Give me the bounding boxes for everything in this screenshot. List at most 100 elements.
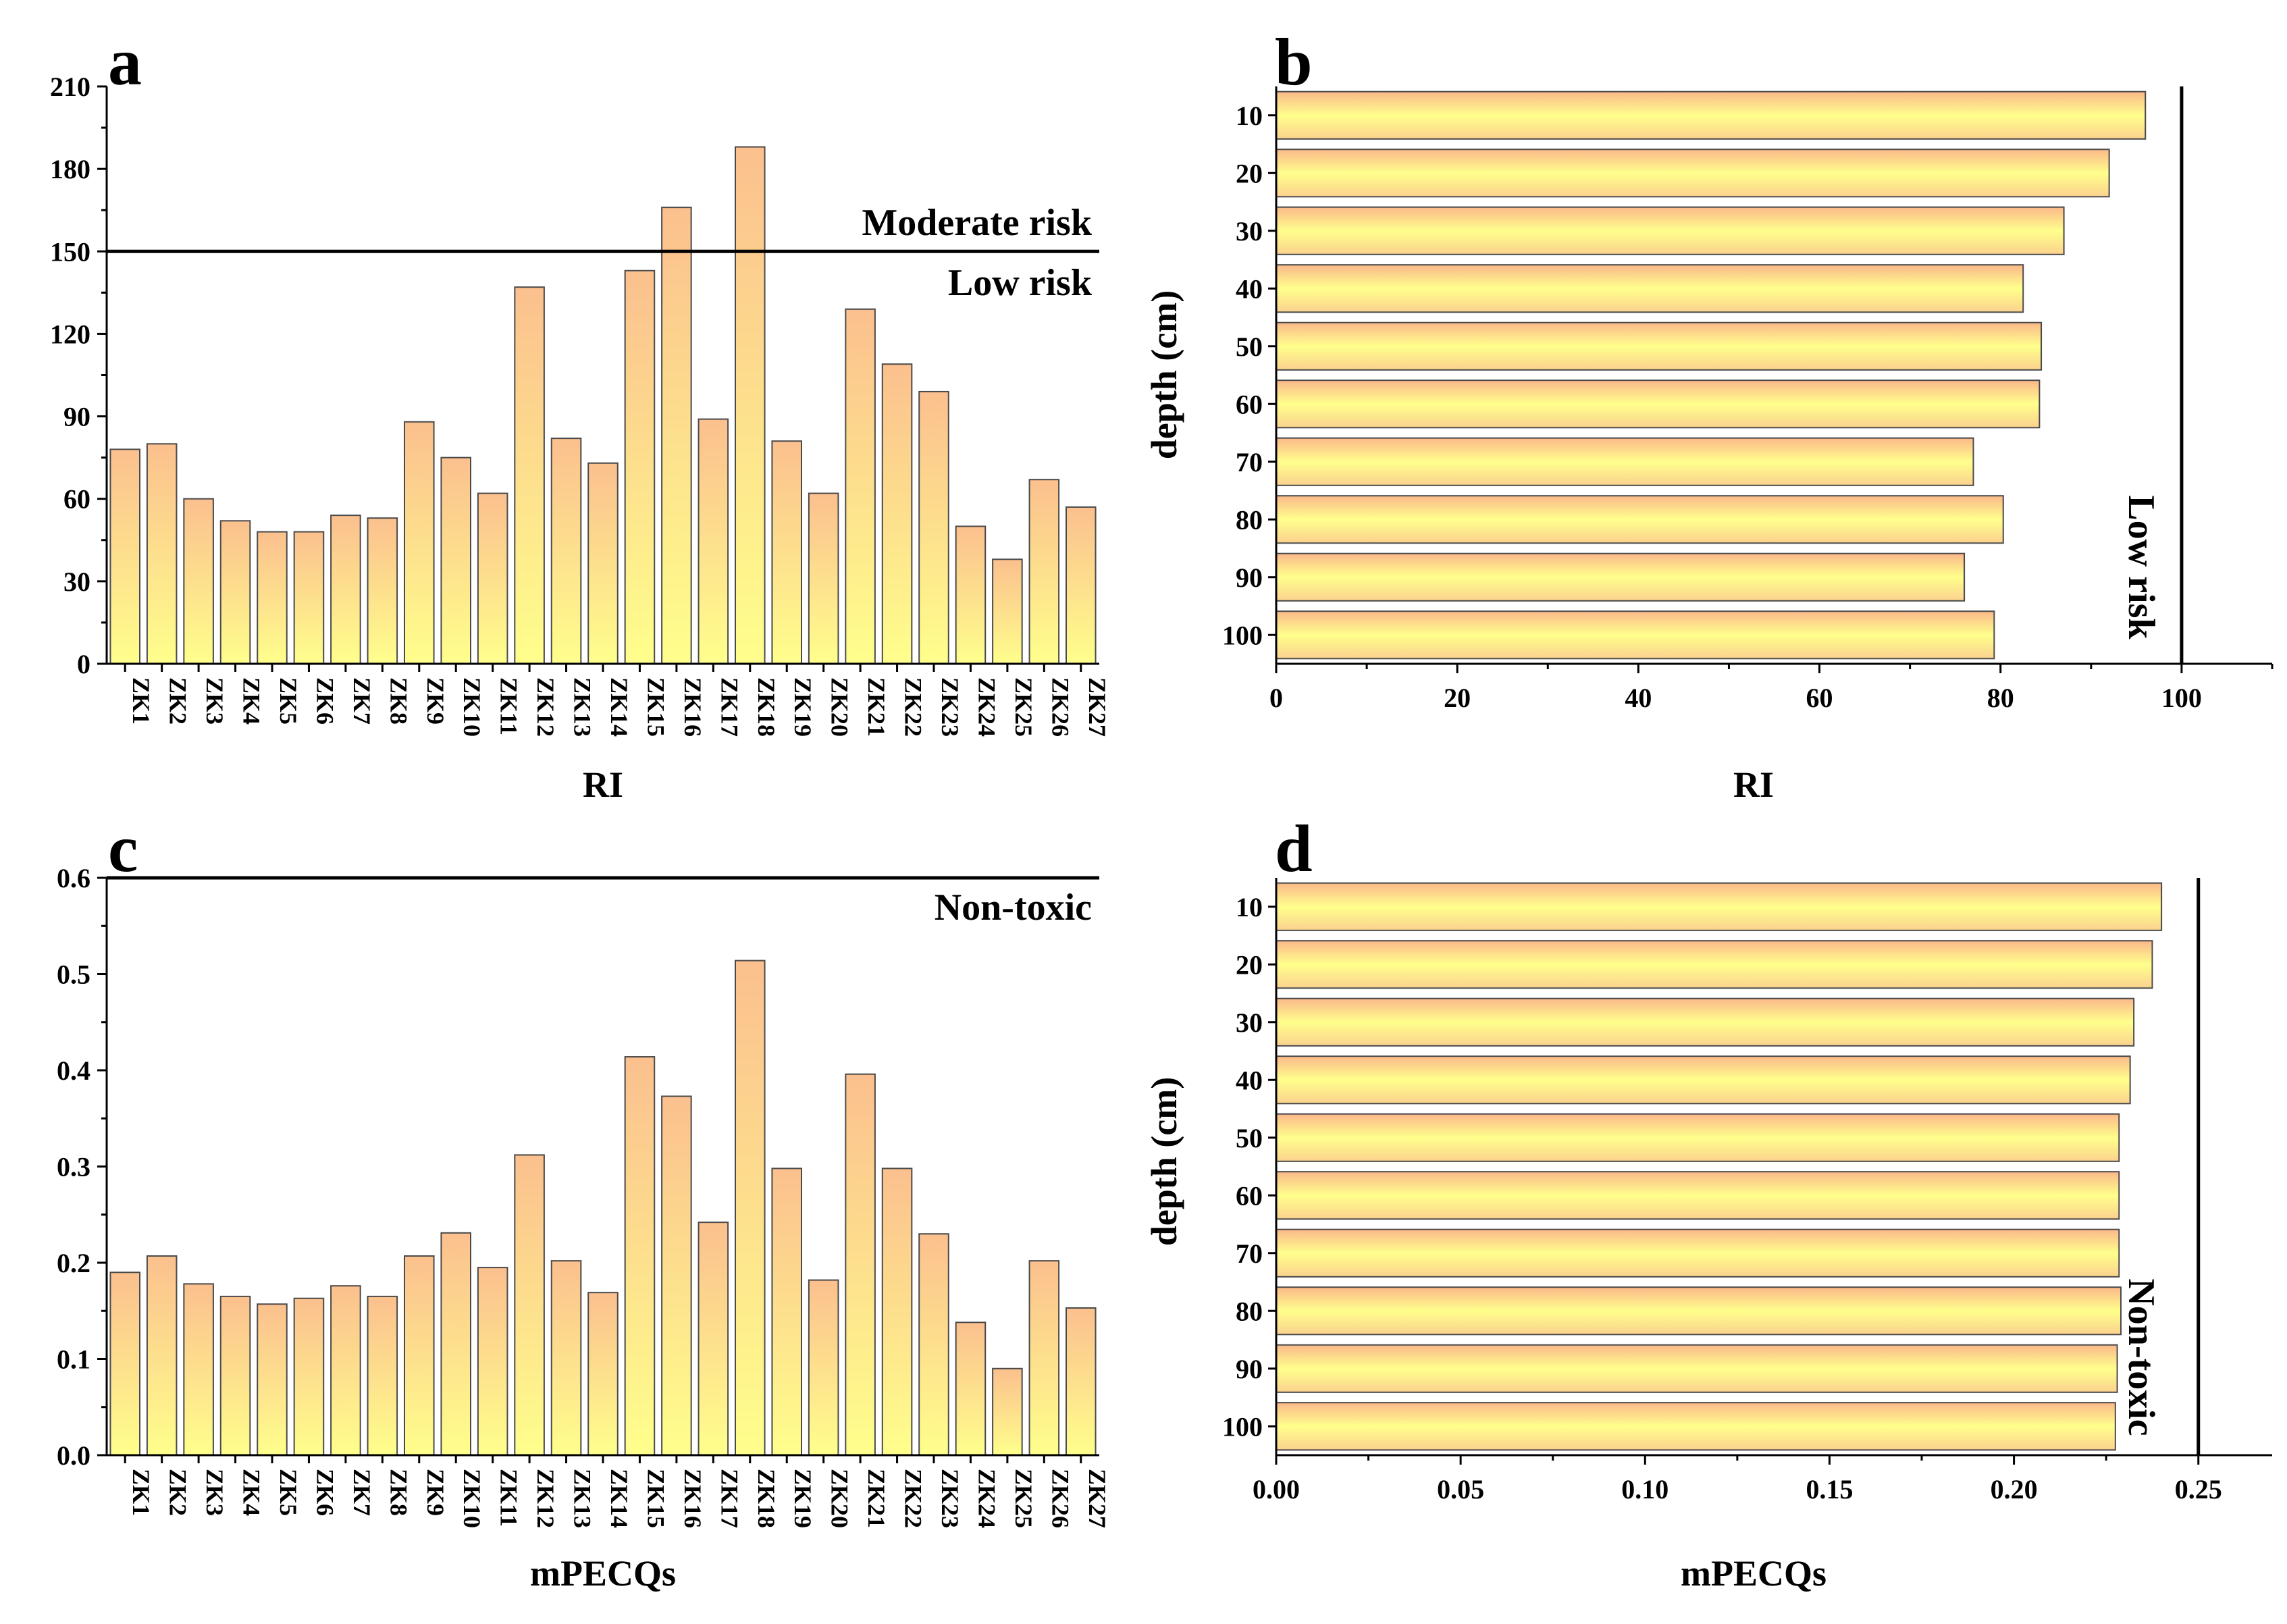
x-tick-label-ZK15: ZK15 [642,677,669,737]
x-tick-label-ZK13: ZK13 [569,1469,596,1528]
x-tick-label-ZK14: ZK14 [606,677,633,737]
bar-depth-50 [1276,1113,2120,1162]
y-tick-label-100: 100 [1222,620,1263,650]
panel-letter-b: b [1275,24,1313,99]
y-tick-label: 120 [50,319,90,349]
panel-letter-a: a [108,24,142,99]
bar-depth-30 [1276,997,2135,1047]
panel-d-ylabel: depth (cm) [1144,1077,1184,1246]
x-tick-label-ZK8: ZK8 [385,1469,412,1516]
panel-c-xlabel: mPECQs [530,1553,676,1594]
y-tick-label-90: 90 [1236,562,1263,593]
panel-letter-c: c [108,811,138,886]
x-tick-label-ZK7: ZK7 [348,1469,375,1516]
x-tick-label-ZK23: ZK23 [937,1469,964,1528]
bar-depth-100 [1276,1402,2116,1451]
x-tick-label: 100 [2161,683,2202,713]
bar-ZK2 [146,443,178,664]
x-tick-label-ZK19: ZK19 [789,1469,816,1528]
bar-ZK19 [771,1168,803,1456]
bar-ZK3 [183,1283,214,1456]
x-tick-label-ZK17: ZK17 [716,677,743,737]
y-tick-label-70: 70 [1236,1238,1263,1269]
x-tick-label-ZK12: ZK12 [532,1469,559,1528]
bar-depth-60 [1276,379,2041,429]
bar-ZK7 [330,1285,361,1456]
bar-ZK23 [918,1233,949,1456]
y-tick-label-60: 60 [1236,389,1263,419]
panel-c: 0.0 0.1 0.2 0.3 0.4 0.5 0.6 ZK1 ZK2 ZK3 ZK4 ZK5 ZK6 Z… [57,863,1111,1528]
bar-ZK15 [624,1056,656,1457]
bar-ZK11 [477,1267,508,1456]
x-tick-label-ZK3: ZK3 [201,1469,228,1516]
y-tick-label: 0.6 [57,863,90,893]
bar-depth-10 [1276,90,2147,140]
x-tick-label-ZK2: ZK2 [165,1469,192,1516]
x-tick-label-ZK10: ZK10 [458,677,485,737]
bar-ZK10 [440,1232,472,1456]
x-tick-label-ZK14: ZK14 [606,1469,633,1528]
bar-ZK24 [955,525,987,665]
x-tick-label-ZK24: ZK24 [973,677,1000,737]
y-tick-label: 0.5 [57,960,90,990]
x-tick-label-ZK2: ZK2 [165,677,192,725]
bar-ZK10 [440,456,472,665]
x-tick-label-ZK11: ZK11 [496,677,523,735]
bar-ZK1 [109,448,140,665]
bar-ZK26 [1028,1260,1060,1457]
x-tick-label-ZK27: ZK27 [1084,1469,1111,1528]
y-tick-label-80: 80 [1236,1296,1263,1326]
x-tick-label-ZK11: ZK11 [496,1469,523,1527]
x-tick-label-ZK15: ZK15 [642,1469,669,1528]
x-tick-label: 60 [1806,683,1833,713]
bar-ZK21 [845,1073,876,1456]
x-tick-label-ZK16: ZK16 [679,1469,706,1528]
x-tick-label: 40 [1625,683,1652,713]
x-tick-label-ZK20: ZK20 [826,1469,853,1528]
bar-ZK8 [367,517,398,665]
y-tick-label: 0.2 [57,1248,90,1278]
panel-c-annotation-non-toxic: Non-toxic [935,887,1092,928]
y-tick-label: 0.0 [57,1440,90,1471]
x-tick-label: 0.10 [1621,1474,1668,1504]
x-tick-label-ZK21: ZK21 [863,677,890,737]
bar-ZK20 [808,1279,839,1457]
y-tick-label: 90 [63,402,90,432]
bar-ZK16 [661,207,692,664]
x-tick-label-ZK12: ZK12 [532,677,559,737]
panel-letter-d: d [1275,811,1313,886]
bar-depth-10 [1276,882,2163,931]
y-tick-label-20: 20 [1236,949,1263,980]
bar-depth-50 [1276,321,2043,371]
y-tick-label-70: 70 [1236,447,1263,477]
bar-ZK15 [624,269,656,664]
x-tick-label-ZK26: ZK26 [1047,677,1074,737]
panel-a-xlabel: RI [583,764,623,805]
x-tick-label-ZK25: ZK25 [1010,677,1037,737]
bar-ZK2 [146,1255,178,1457]
x-tick-label-ZK6: ZK6 [311,1469,338,1516]
x-tick-label: 0 [1269,683,1283,713]
bar-ZK5 [257,531,288,664]
x-tick-label-ZK26: ZK26 [1047,1469,1074,1528]
x-tick-label-ZK18: ZK18 [753,1469,780,1528]
x-tick-label-ZK21: ZK21 [863,1469,890,1528]
y-tick-label: 0.4 [57,1055,90,1086]
bar-ZK25 [992,1367,1023,1456]
bar-ZK7 [330,515,361,665]
x-tick-label-ZK19: ZK19 [789,677,816,737]
bar-ZK22 [881,363,913,664]
x-tick-label: 0.00 [1253,1474,1300,1504]
bar-depth-70 [1276,1228,2120,1278]
y-tick-label-10: 10 [1236,101,1263,131]
panel-d-xlabel: mPECQs [1681,1553,1826,1594]
bar-ZK27 [1066,1307,1097,1456]
y-tick-label: 210 [50,72,90,102]
x-tick-label-ZK27: ZK27 [1084,677,1111,737]
bar-depth-40 [1276,1055,2131,1105]
bar-ZK11 [477,492,508,664]
x-tick-label: 0.25 [2175,1474,2222,1504]
x-tick-label-ZK24: ZK24 [973,1469,1000,1528]
y-tick-label-50: 50 [1236,1123,1263,1153]
